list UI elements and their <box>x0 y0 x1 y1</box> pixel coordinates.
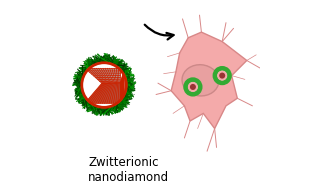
Circle shape <box>217 70 227 81</box>
Polygon shape <box>85 83 120 103</box>
Circle shape <box>186 80 200 94</box>
Polygon shape <box>85 68 121 83</box>
Polygon shape <box>171 32 247 129</box>
Circle shape <box>190 84 196 90</box>
Polygon shape <box>120 72 124 103</box>
Circle shape <box>215 68 229 83</box>
Circle shape <box>188 82 198 92</box>
Ellipse shape <box>182 65 219 96</box>
Circle shape <box>219 73 225 79</box>
Text: Zwitterionic
nanodiamond: Zwitterionic nanodiamond <box>88 156 169 184</box>
Circle shape <box>81 62 127 108</box>
